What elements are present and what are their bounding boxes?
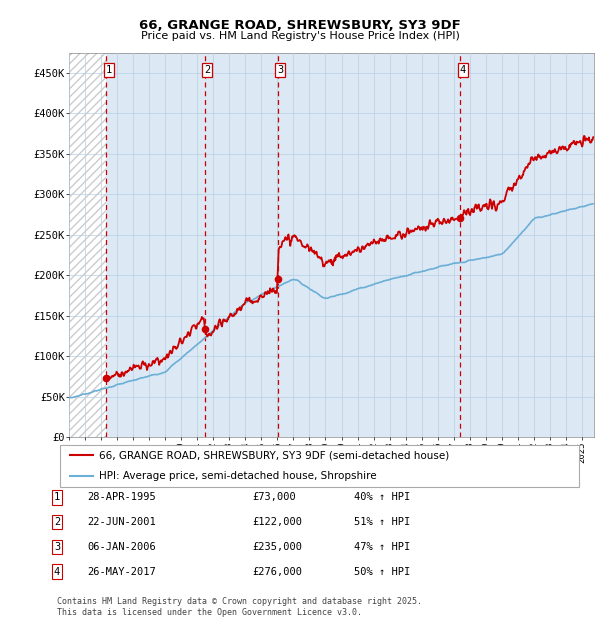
- Text: £73,000: £73,000: [252, 492, 296, 502]
- Text: 4: 4: [460, 65, 466, 75]
- Bar: [69, 53, 106, 437]
- Text: 3: 3: [277, 65, 283, 75]
- Text: 50% ↑ HPI: 50% ↑ HPI: [354, 567, 410, 577]
- Text: 47% ↑ HPI: 47% ↑ HPI: [354, 542, 410, 552]
- Text: 28-APR-1995: 28-APR-1995: [87, 492, 156, 502]
- Text: £276,000: £276,000: [252, 567, 302, 577]
- Text: £235,000: £235,000: [252, 542, 302, 552]
- Text: HPI: Average price, semi-detached house, Shropshire: HPI: Average price, semi-detached house,…: [99, 471, 377, 481]
- Text: 26-MAY-2017: 26-MAY-2017: [87, 567, 156, 577]
- Text: £122,000: £122,000: [252, 517, 302, 527]
- Text: 40% ↑ HPI: 40% ↑ HPI: [354, 492, 410, 502]
- Text: 06-JAN-2006: 06-JAN-2006: [87, 542, 156, 552]
- Text: 51% ↑ HPI: 51% ↑ HPI: [354, 517, 410, 527]
- Text: 66, GRANGE ROAD, SHREWSBURY, SY3 9DF (semi-detached house): 66, GRANGE ROAD, SHREWSBURY, SY3 9DF (se…: [99, 450, 449, 460]
- FancyBboxPatch shape: [60, 445, 579, 487]
- Text: 1: 1: [106, 65, 112, 75]
- Text: 1: 1: [54, 492, 60, 502]
- Text: 22-JUN-2001: 22-JUN-2001: [87, 517, 156, 527]
- Text: Price paid vs. HM Land Registry's House Price Index (HPI): Price paid vs. HM Land Registry's House …: [140, 31, 460, 41]
- Text: 2: 2: [204, 65, 211, 75]
- Text: 66, GRANGE ROAD, SHREWSBURY, SY3 9DF: 66, GRANGE ROAD, SHREWSBURY, SY3 9DF: [139, 19, 461, 32]
- Text: 4: 4: [54, 567, 60, 577]
- Text: Contains HM Land Registry data © Crown copyright and database right 2025.
This d: Contains HM Land Registry data © Crown c…: [57, 598, 422, 617]
- Text: 2: 2: [54, 517, 60, 527]
- Text: 3: 3: [54, 542, 60, 552]
